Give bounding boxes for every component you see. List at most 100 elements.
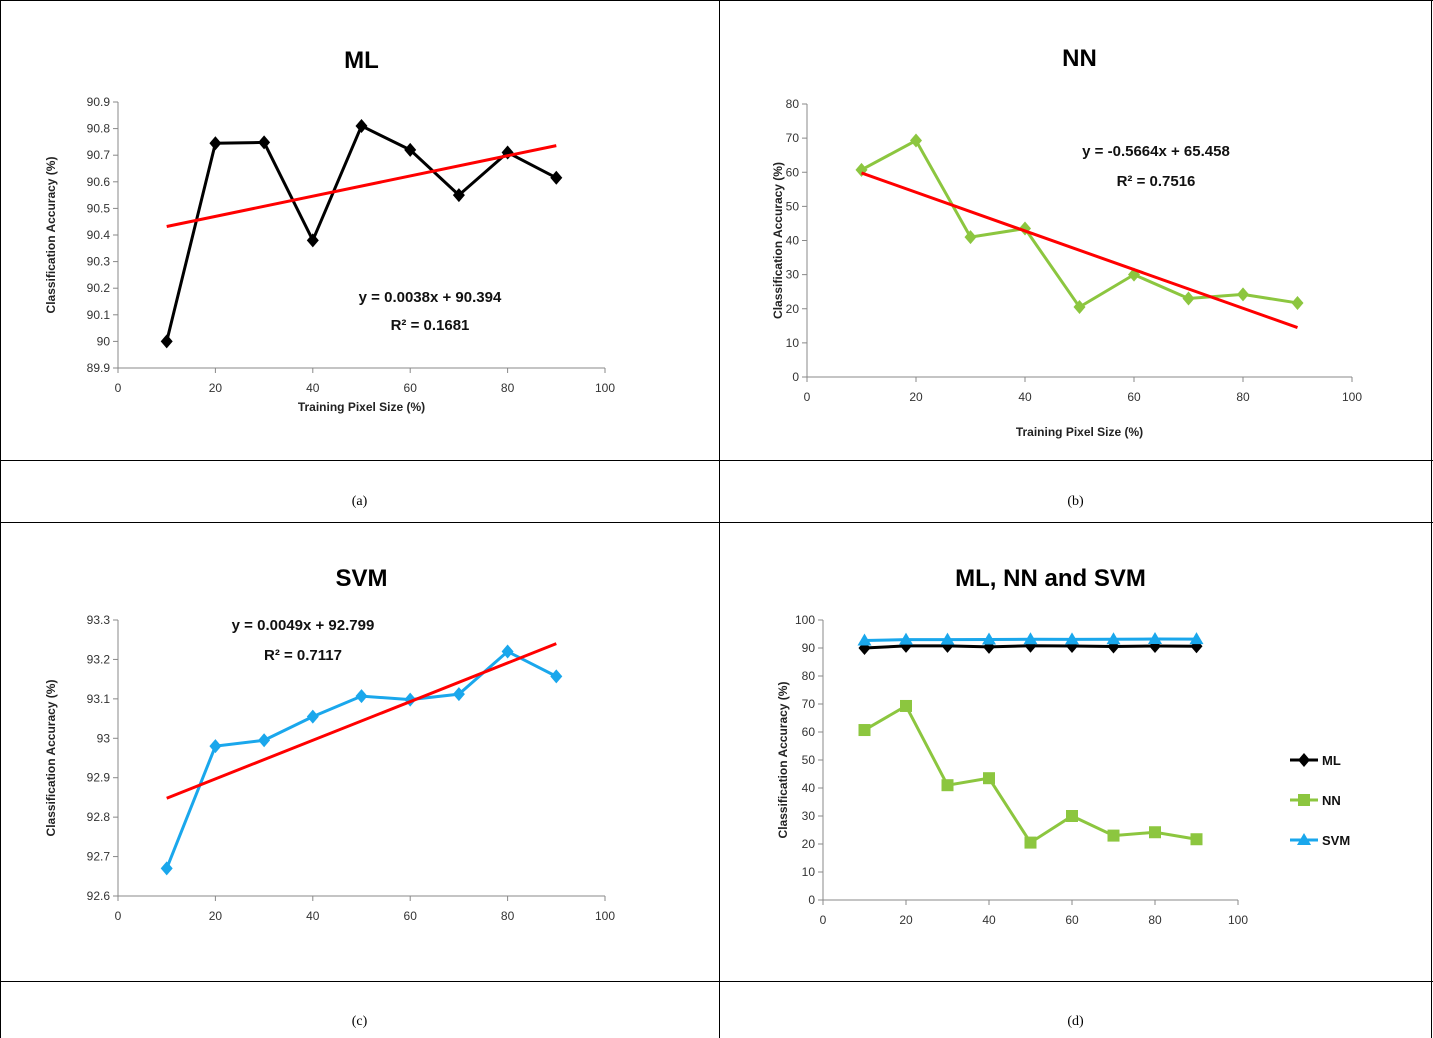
legend-marker (1298, 794, 1310, 806)
data-point (899, 632, 913, 645)
y-tick-label: 92.8 (87, 810, 111, 824)
data-point (160, 334, 173, 349)
frame-caption1-bottom (0, 522, 1433, 523)
x-tick-label: 0 (115, 909, 122, 923)
data-point (983, 639, 995, 654)
y-tick-label: 80 (802, 669, 816, 683)
chart-panel-c: SVM 92.6 92.7 92.8 92.9 93 93.1 93.2 93.3 0 20 40 60… (20, 540, 700, 975)
y-tick-label: 93.3 (87, 613, 111, 627)
y-tick-label: 60 (786, 165, 800, 179)
data-point (857, 633, 872, 646)
x-tick-label: 60 (1127, 390, 1141, 404)
caption-a: (a) (351, 494, 368, 509)
caption-c: (c) (351, 1014, 368, 1029)
data-point (982, 632, 996, 645)
y-tick-label: 10 (802, 865, 816, 879)
x-tick-label: 40 (306, 381, 320, 395)
chart-panel-d: ML, NN and SVM 0 10 20 30 40 50 60 70 80 90 100 0 20 4… (760, 540, 1420, 975)
data-point (964, 230, 977, 245)
y-tick-label: 0 (808, 893, 815, 907)
x-tick-label: 80 (1236, 390, 1250, 404)
frame-right (1431, 0, 1432, 1038)
y-tick-label: 89.9 (87, 361, 111, 375)
x-tick-label: 80 (501, 381, 515, 395)
data-point (355, 689, 368, 704)
data-point (1182, 291, 1195, 306)
y-tick-label: 90.7 (87, 148, 111, 162)
chart-ml: ML 89.9 90 90.1 90.2 90.3 90.4 90.5 90.6 90.7 90.8… (44, 47, 615, 414)
legend-marker (1297, 833, 1311, 845)
trendline (860, 171, 1299, 329)
data-point (858, 724, 871, 737)
data-point (501, 644, 514, 659)
series-0 (160, 644, 563, 876)
data-point (1291, 295, 1304, 310)
y-tick-label: 90.1 (87, 308, 111, 322)
x-tick-label: 80 (1148, 913, 1162, 927)
y-tick-label: 90.6 (87, 175, 111, 189)
chart-panel-a: ML 89.9 90 90.1 90.2 90.3 90.4 90.5 90.6 90.7 90.8… (20, 22, 700, 454)
data-point (1023, 632, 1038, 645)
data-point (1065, 632, 1079, 645)
y-tick-label: 40 (786, 234, 800, 248)
series-line (860, 138, 1298, 310)
legend-label: NN (1322, 793, 1341, 808)
chart-combined: ML, NN and SVM 0 10 20 30 40 50 60 70 80 90 100 0 20 4… (776, 565, 1350, 927)
y-tick-label: 90 (97, 334, 111, 348)
y-tick-label: 92.7 (87, 850, 111, 864)
data-point (209, 136, 222, 151)
data-point (452, 188, 465, 203)
x-tick-label: 0 (820, 913, 827, 927)
x-tick-label: 0 (804, 390, 811, 404)
chart-panel-b: NN 0 10 20 30 40 50 60 70 80 0 20 40 60 80 100 Training … (738, 6, 1418, 454)
legend: ML NN SVM (1290, 753, 1350, 848)
x-tick-label: 20 (899, 913, 913, 927)
y-tick-label: 50 (802, 753, 816, 767)
y-tick-label: 90.4 (87, 228, 111, 242)
data-point (452, 687, 465, 702)
y-axis-label: Classification Accuracy (%) (44, 680, 58, 837)
x-axis-label: Training Pixel Size (%) (1016, 425, 1143, 439)
y-tick-label: 60 (802, 725, 816, 739)
data-point (258, 135, 271, 150)
series-svm (857, 631, 1204, 646)
data-point (900, 699, 912, 712)
data-point (160, 861, 173, 876)
legend-label: ML (1322, 753, 1341, 768)
series-line (863, 703, 1197, 845)
y-tick-label: 20 (802, 837, 816, 851)
chart-title: NN (1062, 45, 1097, 72)
frame-row2-bottom (0, 981, 1433, 982)
trendline-r2: R² = 0.7117 (264, 647, 342, 664)
x-tick-label: 100 (1342, 390, 1362, 404)
y-tick-label: 90.5 (87, 201, 111, 215)
frame-row1-bottom (0, 460, 1433, 461)
series-nn (858, 699, 1203, 849)
y-tick-label: 90.9 (87, 95, 111, 109)
data-point (404, 142, 417, 157)
y-tick-label: 80 (786, 97, 800, 111)
y-tick-label: 92.9 (87, 771, 111, 785)
x-tick-label: 20 (209, 381, 223, 395)
chart-title: SVM (335, 565, 387, 592)
caption-b: (b) (1067, 494, 1084, 509)
data-point (1237, 287, 1249, 302)
frame-left (0, 0, 1, 1038)
trendline-r2: R² = 0.1681 (391, 317, 470, 334)
y-tick-label: 93.2 (87, 652, 111, 666)
series-line (165, 649, 557, 869)
trendline-r2: R² = 0.7516 (1117, 173, 1196, 190)
x-tick-label: 20 (209, 909, 223, 923)
x-tick-label: 60 (1065, 913, 1079, 927)
data-point (1149, 826, 1161, 839)
data-point (1189, 632, 1204, 645)
y-tick-label: 93.1 (87, 692, 111, 706)
data-point (550, 669, 563, 684)
data-point (1073, 300, 1086, 315)
x-tick-label: 20 (909, 390, 923, 404)
chart-nn: NN 0 10 20 30 40 50 60 70 80 0 20 40 60 80 100 Training … (771, 45, 1362, 439)
legend-marker (1298, 753, 1310, 767)
series-0 (160, 118, 563, 349)
x-tick-label: 40 (1018, 390, 1032, 404)
